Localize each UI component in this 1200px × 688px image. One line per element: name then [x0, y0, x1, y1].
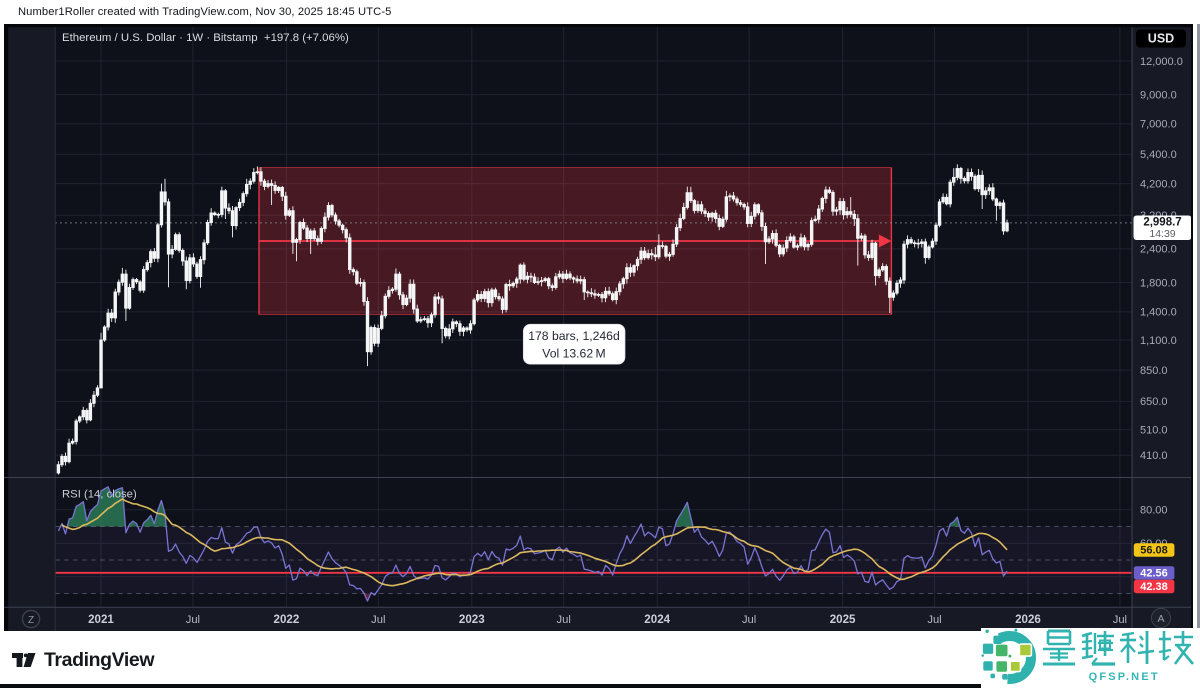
svg-text:42.56: 42.56 [1140, 568, 1168, 580]
svg-text:Ethereum / U.S. Dollar · 1W ·: Ethereum / U.S. Dollar · 1W · Bitstamp +… [62, 32, 349, 44]
svg-text:5,400.0: 5,400.0 [1140, 149, 1177, 161]
svg-text:80.00: 80.00 [1140, 505, 1168, 517]
svg-text:56.08: 56.08 [1140, 545, 1168, 557]
svg-text:Jul: Jul [186, 614, 200, 626]
svg-text:2023: 2023 [459, 613, 485, 626]
svg-text:2024: 2024 [644, 613, 670, 626]
svg-text:2022: 2022 [274, 613, 300, 626]
svg-text:Jul: Jul [742, 614, 756, 626]
svg-text:178 bars, 1,246d: 178 bars, 1,246d [528, 329, 619, 343]
svg-text:42.38: 42.38 [1140, 581, 1168, 593]
svg-text:2021: 2021 [88, 613, 114, 626]
svg-text:4,200.0: 4,200.0 [1140, 178, 1177, 190]
svg-text:1,100.0: 1,100.0 [1140, 335, 1177, 347]
svg-text:2025: 2025 [830, 613, 856, 626]
svg-text:A: A [1157, 613, 1164, 625]
svg-text:USD: USD [1148, 32, 1174, 46]
svg-text:510.0: 510.0 [1140, 425, 1168, 437]
svg-text:12,000.0: 12,000.0 [1140, 56, 1183, 68]
svg-text:850.0: 850.0 [1140, 365, 1168, 377]
svg-text:Jul: Jul [927, 614, 941, 626]
svg-text:650.0: 650.0 [1140, 396, 1168, 408]
svg-text:RSI (14, close): RSI (14, close) [62, 489, 137, 501]
svg-text:Jul: Jul [371, 614, 385, 626]
svg-text:Jul: Jul [1113, 614, 1127, 626]
svg-text:9,000.0: 9,000.0 [1140, 89, 1177, 101]
svg-text:Jul: Jul [557, 614, 571, 626]
svg-text:Z: Z [28, 615, 34, 626]
svg-text:1,800.0: 1,800.0 [1140, 277, 1177, 289]
svg-text:2,400.0: 2,400.0 [1140, 244, 1177, 256]
svg-text:410.0: 410.0 [1140, 450, 1168, 462]
svg-text:7,000.0: 7,000.0 [1140, 119, 1177, 131]
svg-text:Vol 13.62 M: Vol 13.62 M [542, 347, 605, 361]
svg-text:2026: 2026 [1015, 613, 1041, 626]
svg-text:14:39: 14:39 [1149, 228, 1175, 240]
svg-text:1,400.0: 1,400.0 [1140, 307, 1177, 319]
svg-text:2,998.7: 2,998.7 [1143, 217, 1181, 229]
